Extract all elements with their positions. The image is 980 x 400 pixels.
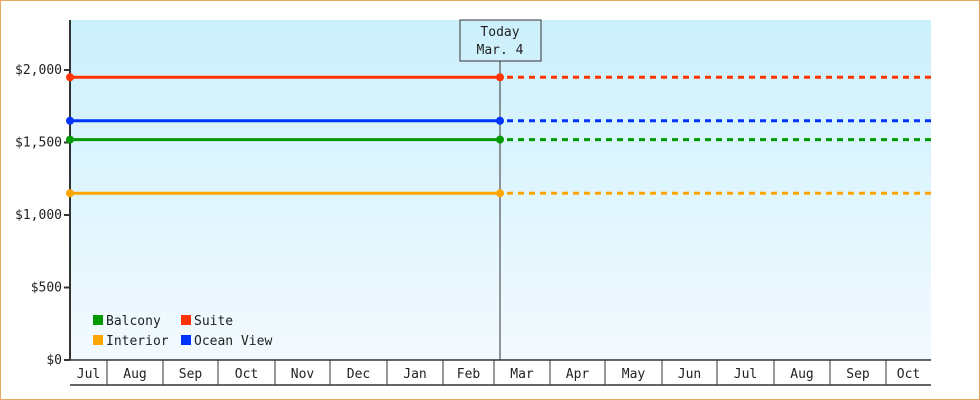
y-tick-label: $1,000	[15, 208, 62, 223]
x-tick-label: Oct	[235, 367, 258, 382]
data-point	[496, 189, 504, 198]
x-tick-label: Feb	[457, 367, 481, 382]
legend-swatch	[181, 315, 191, 325]
x-tick-label: Jan	[403, 367, 426, 382]
x-tick-label: Nov	[291, 367, 315, 382]
x-tick-label: Mar	[510, 367, 534, 382]
legend-swatch	[93, 315, 103, 325]
today-label: Today	[480, 25, 519, 40]
x-tick-label: Aug	[790, 367, 813, 382]
x-tick-label: May	[622, 367, 646, 382]
legend-label: Ocean View	[194, 334, 272, 349]
x-tick-label: Jul	[77, 367, 100, 382]
y-tick-label: $500	[31, 281, 62, 296]
data-point	[66, 116, 74, 125]
x-tick-label: Dec	[347, 367, 370, 382]
x-tick-label: Sep	[846, 367, 870, 382]
legend-swatch	[93, 335, 103, 345]
legend-label: Suite	[194, 314, 233, 329]
y-tick-label: $2,000	[15, 63, 62, 78]
x-tick-label: Jul	[734, 367, 757, 382]
data-point	[66, 189, 74, 198]
x-tick-label: Sep	[179, 367, 203, 382]
data-point	[496, 116, 504, 125]
today-box	[459, 19, 542, 62]
data-point	[496, 135, 504, 144]
x-tick-label: Oct	[897, 367, 920, 382]
data-point	[496, 73, 504, 82]
data-point	[66, 73, 74, 82]
y-tick-label: $0	[46, 353, 62, 368]
y-tick-label: $1,500	[15, 136, 62, 151]
legend-label: Balcony	[106, 314, 161, 329]
x-tick-label: Apr	[566, 367, 590, 382]
x-tick-label: Jun	[678, 367, 701, 382]
legend-swatch	[181, 335, 191, 345]
today-date: Mar. 4	[477, 43, 524, 58]
legend-label: Interior	[106, 334, 169, 349]
x-tick-label: Aug	[123, 367, 146, 382]
data-point	[66, 135, 74, 144]
